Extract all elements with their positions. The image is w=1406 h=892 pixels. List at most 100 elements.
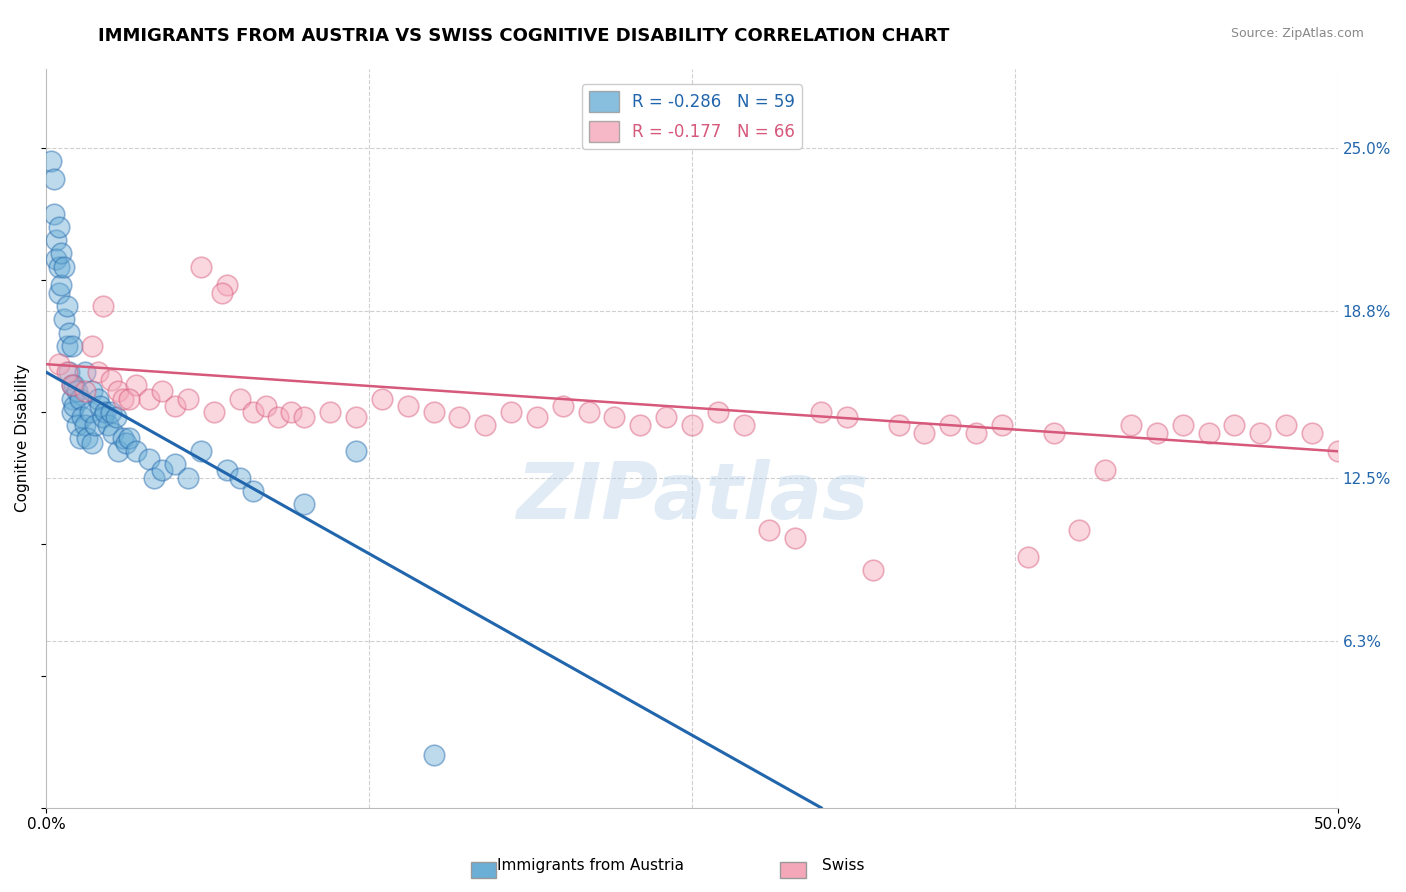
Point [101, 425, 124, 440]
Point [60, 392, 83, 406]
Point [474, 417, 496, 432]
Point [991, 417, 1014, 432]
Point [449, 409, 471, 424]
Point [603, 409, 626, 424]
Point [51, 277, 73, 292]
Point [58, 326, 80, 340]
Point [117, 392, 139, 406]
Point [912, 425, 935, 440]
Point [112, 392, 135, 406]
Point [150, 384, 173, 398]
Point [422, 747, 444, 762]
Point [1094, 463, 1116, 477]
Point [254, 400, 277, 414]
Point [190, 444, 212, 458]
Point [733, 417, 755, 432]
Point [551, 400, 574, 414]
Point [138, 452, 160, 467]
Point [758, 524, 780, 538]
Point [1275, 417, 1298, 432]
Point [107, 384, 129, 398]
Point [628, 417, 651, 432]
Point [1069, 524, 1091, 538]
Point [215, 277, 238, 292]
Point [42, 172, 65, 186]
Point [835, 409, 858, 424]
Point [1119, 417, 1142, 432]
Point [79, 405, 101, 419]
Point [319, 405, 342, 419]
Point [681, 417, 703, 432]
Point [965, 425, 987, 440]
Point [66, 384, 89, 398]
Point [526, 409, 548, 424]
Point [55, 339, 77, 353]
Point [115, 436, 138, 450]
Text: Source: ZipAtlas.com: Source: ZipAtlas.com [1230, 27, 1364, 40]
Point [862, 563, 884, 577]
Point [45, 233, 67, 247]
Point [48, 357, 70, 371]
Point [138, 392, 160, 406]
Point [215, 463, 238, 477]
Text: IMMIGRANTS FROM AUSTRIA VS SWISS COGNITIVE DISABILITY CORRELATION CHART: IMMIGRANTS FROM AUSTRIA VS SWISS COGNITI… [98, 27, 950, 45]
Point [706, 405, 728, 419]
Point [51, 246, 73, 260]
Point [267, 409, 290, 424]
Point [82, 436, 104, 450]
Point [810, 405, 832, 419]
Point [70, 409, 93, 424]
Point [82, 384, 104, 398]
Point [143, 471, 166, 485]
Point [69, 431, 91, 445]
Point [84, 417, 107, 432]
Point [48, 285, 70, 300]
Point [76, 431, 98, 445]
Point [63, 378, 86, 392]
Point [242, 405, 264, 419]
Point [100, 373, 122, 387]
Point [499, 405, 522, 419]
Point [125, 378, 148, 392]
Point [229, 392, 252, 406]
Point [887, 417, 910, 432]
Point [1017, 549, 1039, 564]
Point [112, 431, 135, 445]
Text: ZIPatlas: ZIPatlas [516, 459, 868, 535]
Point [344, 444, 367, 458]
Point [280, 405, 302, 419]
Text: Immigrants from Austria: Immigrants from Austria [496, 858, 685, 872]
Point [939, 417, 962, 432]
Y-axis label: Cognitive Disability: Cognitive Disability [15, 364, 30, 512]
Point [73, 417, 96, 432]
Point [165, 400, 187, 414]
Point [91, 299, 114, 313]
Point [55, 365, 77, 379]
Point [1171, 417, 1194, 432]
Point [1326, 444, 1348, 458]
Point [396, 400, 419, 414]
Point [1198, 425, 1220, 440]
Point [53, 312, 76, 326]
Point [344, 409, 367, 424]
Point [1042, 425, 1064, 440]
Point [73, 365, 96, 379]
Point [211, 285, 233, 300]
Point [177, 471, 200, 485]
Point [53, 260, 76, 274]
Point [107, 444, 129, 458]
Point [60, 339, 83, 353]
Point [91, 409, 114, 424]
Legend: R = -0.286   N = 59, R = -0.177   N = 66: R = -0.286 N = 59, R = -0.177 N = 66 [582, 84, 801, 149]
Point [1146, 425, 1168, 440]
Point [1223, 417, 1246, 432]
Point [60, 378, 83, 392]
Point [785, 532, 807, 546]
Point [125, 444, 148, 458]
Point [150, 463, 173, 477]
Point [202, 405, 225, 419]
Point [66, 417, 89, 432]
Point [60, 378, 83, 392]
Point [69, 392, 91, 406]
Point [177, 392, 200, 406]
